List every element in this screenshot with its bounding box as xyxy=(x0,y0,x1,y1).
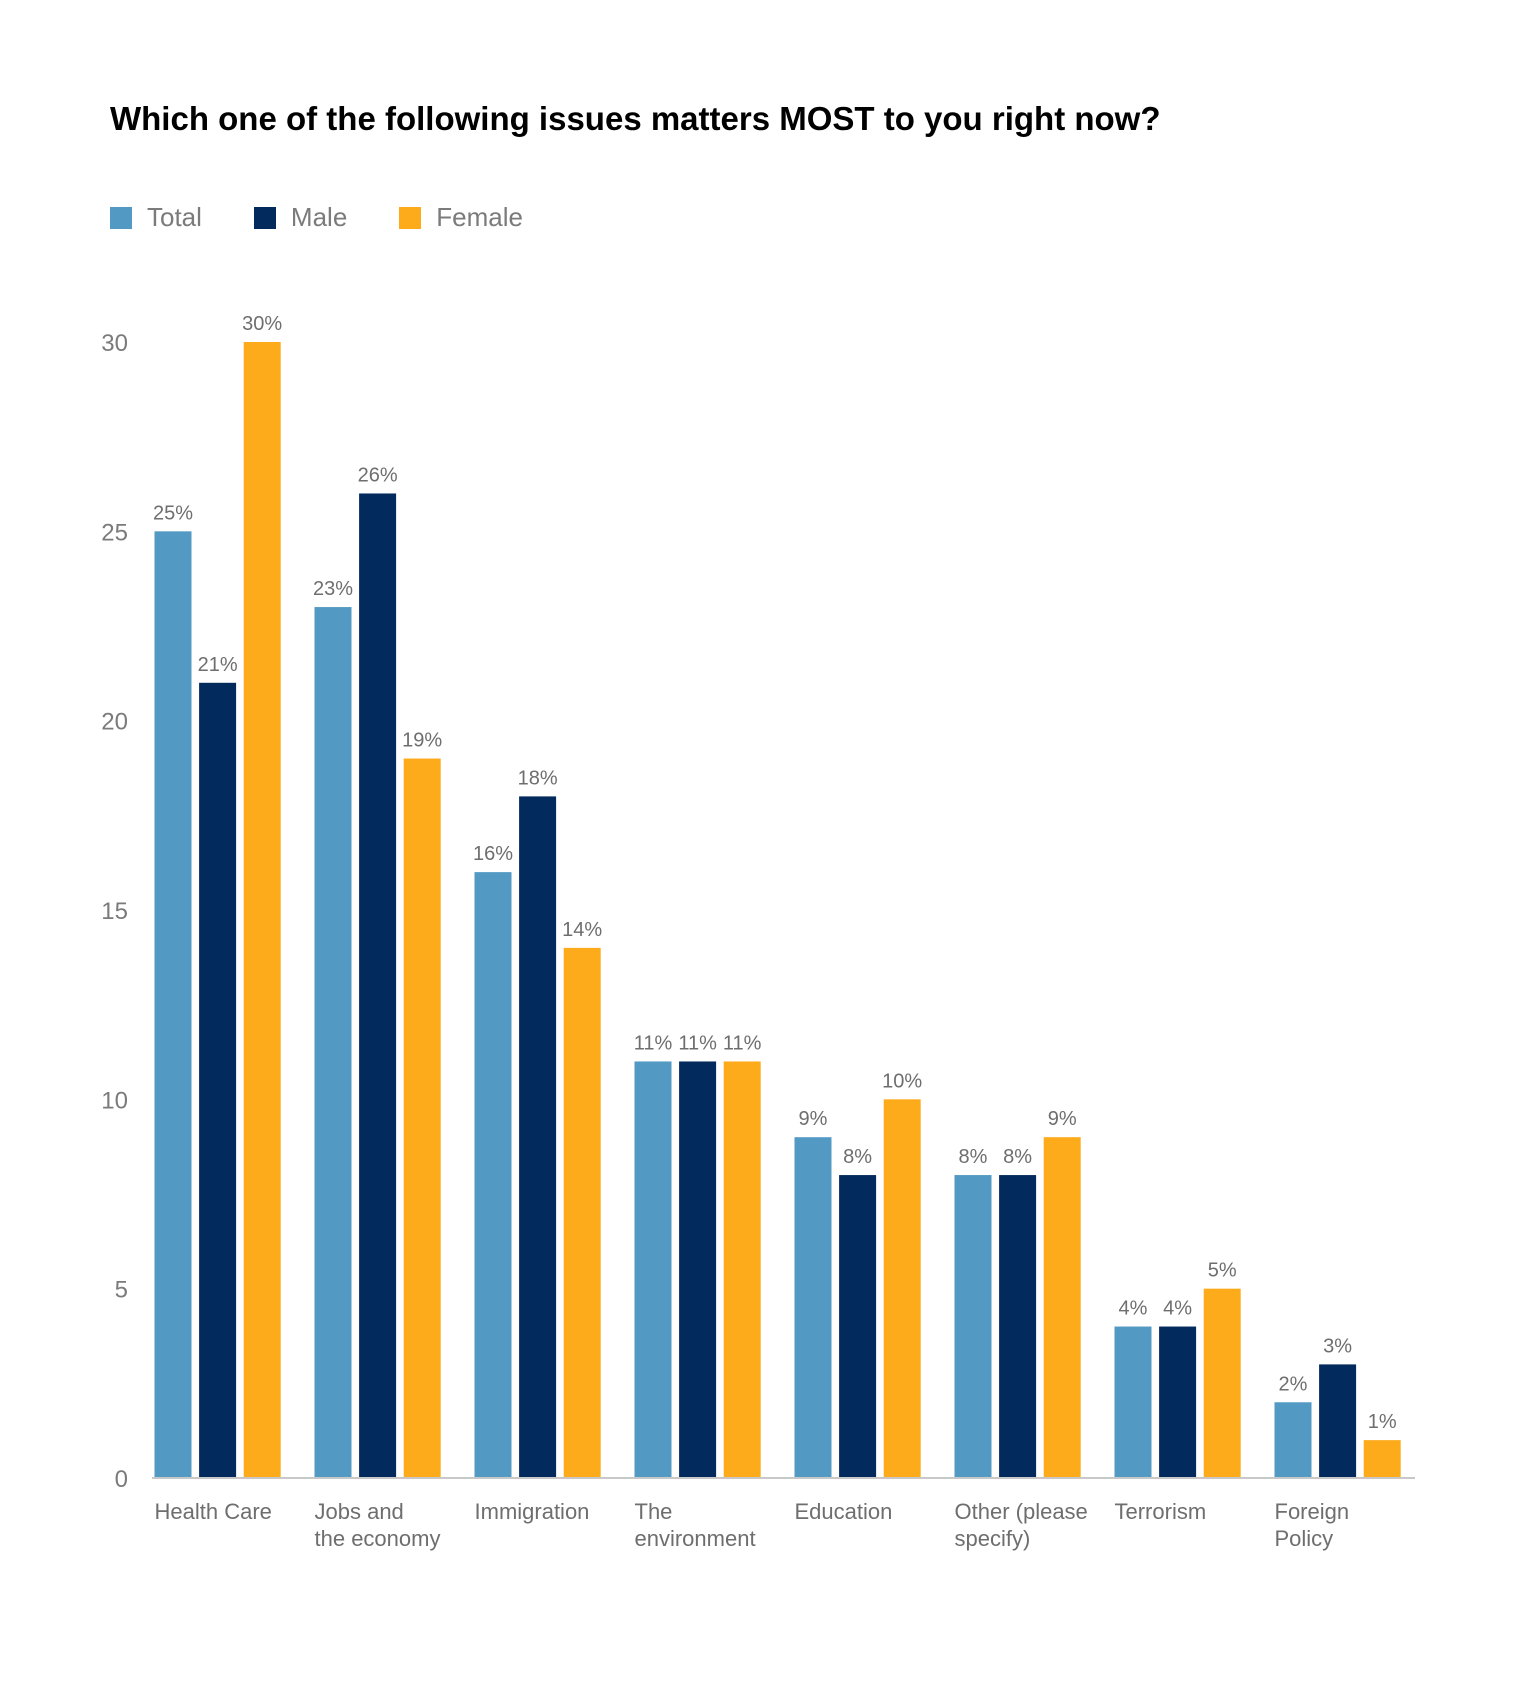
bar-total xyxy=(1274,1402,1312,1478)
x-tick-label: Immigration xyxy=(475,1499,590,1524)
chart-title: Which one of the following issues matter… xyxy=(110,100,1161,137)
data-label: 9% xyxy=(799,1108,828,1130)
bar-female xyxy=(563,947,601,1478)
bar-female xyxy=(883,1099,921,1478)
y-tick-label: 5 xyxy=(115,1277,128,1304)
y-tick-label: 0 xyxy=(115,1466,128,1493)
bar-male xyxy=(199,682,237,1478)
legend-label-male: Male xyxy=(290,202,348,232)
bar-total xyxy=(314,607,352,1478)
y-tick-label: 15 xyxy=(101,898,128,925)
bar-total xyxy=(1114,1326,1152,1478)
bar-total xyxy=(634,1061,672,1478)
bar-total xyxy=(154,531,192,1478)
data-label: 3% xyxy=(1323,1335,1352,1357)
data-label: 8% xyxy=(843,1146,872,1168)
bar-total xyxy=(474,872,512,1478)
x-tick-label: Education xyxy=(795,1499,893,1524)
data-label: 8% xyxy=(1003,1146,1032,1168)
bar-male xyxy=(999,1175,1037,1478)
data-label: 2% xyxy=(1279,1373,1308,1395)
bar-male xyxy=(519,796,557,1478)
y-tick-label: 30 xyxy=(101,330,128,357)
data-label: 23% xyxy=(313,578,353,600)
x-tick-label: Jobs and xyxy=(315,1499,404,1524)
chart-legend: Total Male Female xyxy=(110,202,575,233)
bar-female xyxy=(1363,1440,1401,1478)
bar-male xyxy=(1319,1364,1357,1478)
bar-total xyxy=(954,1175,992,1478)
x-tick-label: The xyxy=(635,1499,673,1524)
bar-female xyxy=(1203,1288,1241,1478)
x-tick-label: Health Care xyxy=(155,1499,272,1524)
data-label: 11% xyxy=(634,1032,673,1054)
data-label: 18% xyxy=(518,767,558,789)
bar-male xyxy=(1159,1326,1197,1478)
data-label: 5% xyxy=(1208,1260,1237,1282)
data-label: 21% xyxy=(198,654,238,676)
data-label: 4% xyxy=(1119,1298,1148,1320)
data-label: 30% xyxy=(242,313,282,335)
bar-male xyxy=(679,1061,717,1478)
data-label: 19% xyxy=(402,730,442,752)
data-label: 9% xyxy=(1048,1108,1077,1130)
data-label: 11% xyxy=(678,1032,717,1054)
bar-female xyxy=(723,1061,761,1478)
data-label: 1% xyxy=(1368,1411,1397,1433)
x-tick-label: Terrorism xyxy=(1115,1499,1207,1524)
legend-label-total: Total xyxy=(147,202,202,232)
legend-item-female: Female xyxy=(399,202,523,233)
bar-female xyxy=(243,342,281,1478)
y-tick-label: 10 xyxy=(101,1087,128,1114)
legend-swatch-total xyxy=(110,206,132,229)
data-label: 26% xyxy=(358,464,398,486)
x-tick-label: the economy xyxy=(315,1526,441,1551)
data-label: 14% xyxy=(562,919,602,941)
data-label: 25% xyxy=(153,502,193,524)
x-tick-label: specify) xyxy=(955,1526,1031,1551)
bar-total xyxy=(794,1137,832,1478)
y-tick-label: 20 xyxy=(101,709,128,736)
legend-swatch-male xyxy=(253,206,276,229)
legend-label-female: Female xyxy=(436,202,523,232)
x-tick-label: Policy xyxy=(1275,1526,1334,1551)
data-label: 8% xyxy=(959,1146,988,1168)
bar-female xyxy=(403,758,441,1478)
data-label: 11% xyxy=(723,1032,762,1054)
legend-item-male: Male xyxy=(253,202,348,233)
bar-male xyxy=(359,493,397,1478)
x-tick-label: Foreign xyxy=(1275,1499,1350,1524)
x-tick-label: Other (please xyxy=(955,1499,1088,1524)
data-label: 16% xyxy=(473,843,513,865)
x-tick-label: environment xyxy=(635,1526,756,1551)
bar-female xyxy=(1043,1137,1081,1478)
legend-item-total: Total xyxy=(110,202,202,233)
y-tick-label: 25 xyxy=(101,519,128,546)
data-label: 10% xyxy=(882,1070,922,1092)
legend-swatch-female xyxy=(399,206,422,229)
bar-male xyxy=(839,1175,877,1478)
data-label: 4% xyxy=(1163,1298,1192,1320)
